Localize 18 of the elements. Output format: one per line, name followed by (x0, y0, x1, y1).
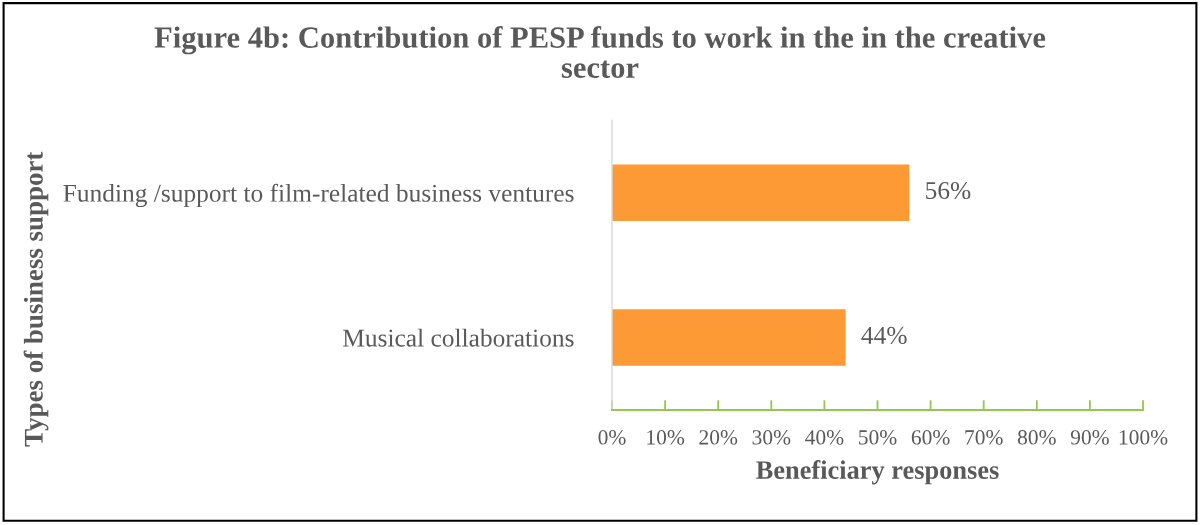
x-tick-label: 30% (752, 430, 791, 445)
y-axis-title: Types of business support (23, 151, 49, 447)
data-label: 44% (861, 326, 907, 345)
x-tick-label: 70% (965, 430, 1003, 445)
x-tick-label: 90% (1070, 430, 1109, 445)
x-axis-title: Beneficiary responses (756, 460, 999, 485)
x-tick-label: 0% (598, 430, 626, 445)
y-tick-label: Musical collaborations (343, 328, 574, 347)
data-label: 56% (926, 181, 971, 200)
x-tick-label: 60% (911, 430, 950, 445)
x-tick-label: 100% (1119, 430, 1168, 445)
x-tick-label: 20% (699, 430, 738, 445)
x-tick-label: 80% (1017, 430, 1056, 445)
x-tick-label: 40% (805, 430, 844, 445)
x-tick-label: 10% (647, 430, 685, 445)
chart-title: Figure 4b: Contribution of PESP funds to work in the in the creative sector (154, 26, 1046, 78)
x-tick-label: 50% (859, 430, 897, 445)
y-tick-label: Funding /support to film-related business ventures (63, 183, 574, 208)
